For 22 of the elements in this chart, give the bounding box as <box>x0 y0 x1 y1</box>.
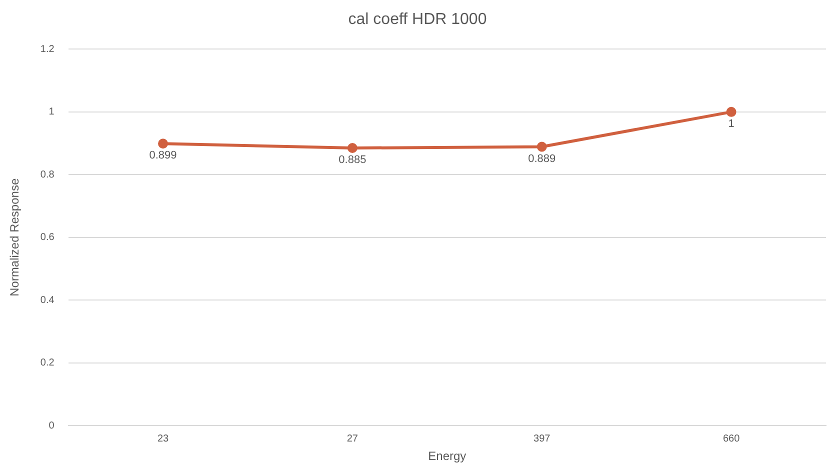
x-tick-label: 23 <box>157 433 170 444</box>
y-axis-title: Normalized Response <box>8 178 22 296</box>
point <box>347 143 358 154</box>
y-tick-label: 0 <box>48 420 55 432</box>
x-tick-label: 660 <box>722 433 740 444</box>
data-label: 1 <box>728 118 734 130</box>
point <box>536 142 547 152</box>
y-tick-label: 0.6 <box>40 232 55 244</box>
y-tick-label: 0.2 <box>40 358 55 369</box>
data-label: 0.889 <box>528 152 556 165</box>
point <box>158 138 168 149</box>
data-label: 0.899 <box>149 150 177 162</box>
x-axis-title: Energy <box>428 449 466 464</box>
data-label: 0.885 <box>338 154 366 166</box>
y-tick-label: 1.2 <box>40 44 55 55</box>
y-tick-label: 0.8 <box>40 169 55 180</box>
point <box>726 106 736 117</box>
x-tick-label: 27 <box>346 433 358 444</box>
chart-title: cal coeff HDR 1000 <box>348 11 487 28</box>
x-tick-label: 397 <box>534 433 551 444</box>
y-tick-label: 1 <box>48 106 55 118</box>
y-tick-label: 0.4 <box>40 294 55 306</box>
